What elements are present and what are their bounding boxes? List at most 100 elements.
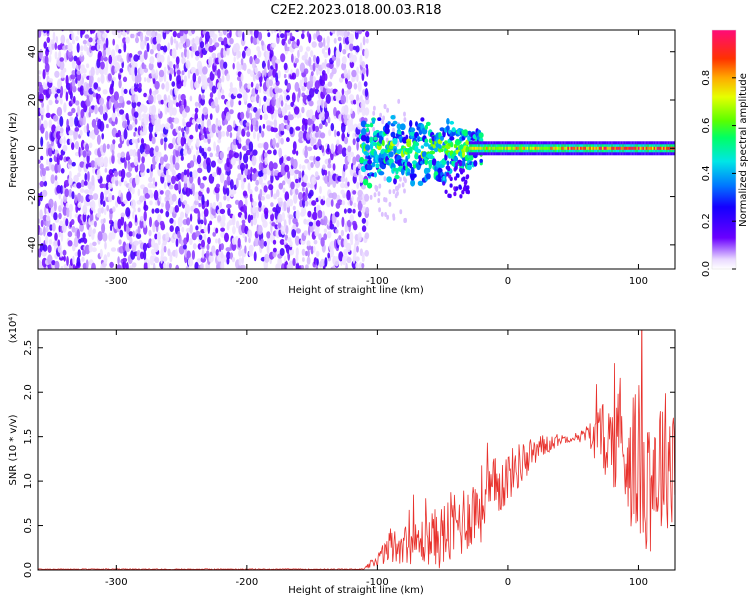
heatmap-cell <box>255 94 260 104</box>
heatmap-cell <box>241 50 246 59</box>
heatmap-cell <box>503 146 505 150</box>
y-tick-label: 0 <box>27 145 38 151</box>
heatmap-cell <box>141 156 145 164</box>
heatmap-cell <box>125 36 130 44</box>
heatmap-cell <box>80 51 84 57</box>
heatmap-cell <box>383 104 387 110</box>
heatmap-cell <box>118 49 122 54</box>
heatmap-cell <box>195 230 201 237</box>
heatmap-cell <box>196 60 203 71</box>
heatmap-cell <box>284 164 290 173</box>
heatmap-cell <box>62 249 67 256</box>
heatmap-cell <box>133 240 139 246</box>
heatmap-cell <box>237 125 242 136</box>
heatmap-cell <box>275 142 280 148</box>
heatmap-cell <box>349 43 354 52</box>
heatmap-cell <box>181 226 185 233</box>
heatmap-cell <box>252 201 257 207</box>
heatmap-cell <box>304 51 308 60</box>
x-tick-label: 0 <box>505 276 511 287</box>
heatmap-cell <box>321 98 324 109</box>
heatmap-cell <box>340 189 345 195</box>
heatmap-cell <box>123 88 128 94</box>
heatmap-cell <box>240 111 245 120</box>
heatmap-cell <box>80 30 86 35</box>
heatmap-cell <box>357 189 364 197</box>
heatmap-cell <box>390 131 396 138</box>
heatmap-cell <box>217 138 222 144</box>
heatmap-cell <box>54 260 60 269</box>
heatmap-cell <box>199 41 205 49</box>
heatmap-cell <box>110 247 117 252</box>
heatmap-cell <box>149 48 154 55</box>
heatmap-cell <box>426 167 431 173</box>
heatmap-cell <box>340 94 347 105</box>
heatmap-cell <box>284 30 288 42</box>
heatmap-cell <box>203 138 208 143</box>
heatmap-cell <box>126 30 130 35</box>
heatmap-cell <box>38 93 45 103</box>
heatmap-cell <box>177 132 181 141</box>
heatmap-cell <box>351 69 357 78</box>
heatmap-cell <box>203 75 208 86</box>
heatmap-cell <box>586 146 588 150</box>
heatmap-cell <box>484 146 486 150</box>
heatmap-cell <box>103 156 109 166</box>
heatmap-cell <box>76 229 81 239</box>
heatmap-cell <box>471 146 474 150</box>
heatmap-cell <box>333 37 337 44</box>
heatmap-cell <box>415 121 418 127</box>
heatmap-cell <box>42 30 47 34</box>
heatmap-cell <box>287 170 291 179</box>
heatmap-cell <box>92 36 97 45</box>
heatmap-cell <box>369 194 373 200</box>
heatmap-cell <box>214 97 219 107</box>
heatmap-cell <box>151 104 157 116</box>
heatmap-cell <box>102 232 108 242</box>
heatmap-cell <box>121 87 125 97</box>
heatmap-cell <box>48 99 53 106</box>
heatmap-cell <box>218 77 222 84</box>
heatmap-cell <box>89 212 94 223</box>
heatmap-cell <box>96 168 101 180</box>
heatmap-cell <box>194 261 199 269</box>
heatmap-cell <box>63 179 70 187</box>
heatmap-cell <box>176 69 181 76</box>
heatmap-cell <box>102 33 108 38</box>
heatmap-cell <box>234 199 240 205</box>
heatmap-cell <box>113 91 119 101</box>
heatmap-cell <box>399 123 406 131</box>
heatmap-cell <box>360 99 366 110</box>
heatmap-cell <box>286 82 291 92</box>
heatmap-cell <box>371 117 376 125</box>
heatmap-cell <box>99 97 105 106</box>
heatmap-cell <box>286 94 290 101</box>
heatmap-cell <box>153 93 156 104</box>
heatmap-cell <box>315 197 319 203</box>
heatmap-cell <box>522 146 524 150</box>
heatmap-cell <box>119 180 122 187</box>
heatmap-cell <box>84 172 88 182</box>
heatmap-cell <box>136 249 141 259</box>
heatmap-cell <box>313 33 316 41</box>
heatmap-cell <box>152 177 156 186</box>
heatmap-cell <box>156 43 162 52</box>
heatmap-cell <box>263 207 269 216</box>
heatmap-cell <box>175 102 179 107</box>
y-tick-label: 1.0 <box>23 473 34 489</box>
heatmap-cell <box>195 225 199 231</box>
heatmap-cell <box>87 171 90 182</box>
heatmap-cell <box>82 232 86 240</box>
heatmap-cell <box>623 146 626 150</box>
heatmap-cell <box>190 79 195 90</box>
heatmap-cell <box>137 50 143 55</box>
heatmap-cell <box>326 35 331 45</box>
heatmap-cell <box>88 73 94 85</box>
heatmap-cell <box>458 184 462 189</box>
heatmap-cell <box>109 24 112 30</box>
heatmap-cell <box>277 70 281 79</box>
heatmap-cell <box>377 191 381 197</box>
heatmap-cell <box>128 124 133 131</box>
heatmap-cell <box>209 220 213 226</box>
heatmap-cell <box>84 189 90 194</box>
